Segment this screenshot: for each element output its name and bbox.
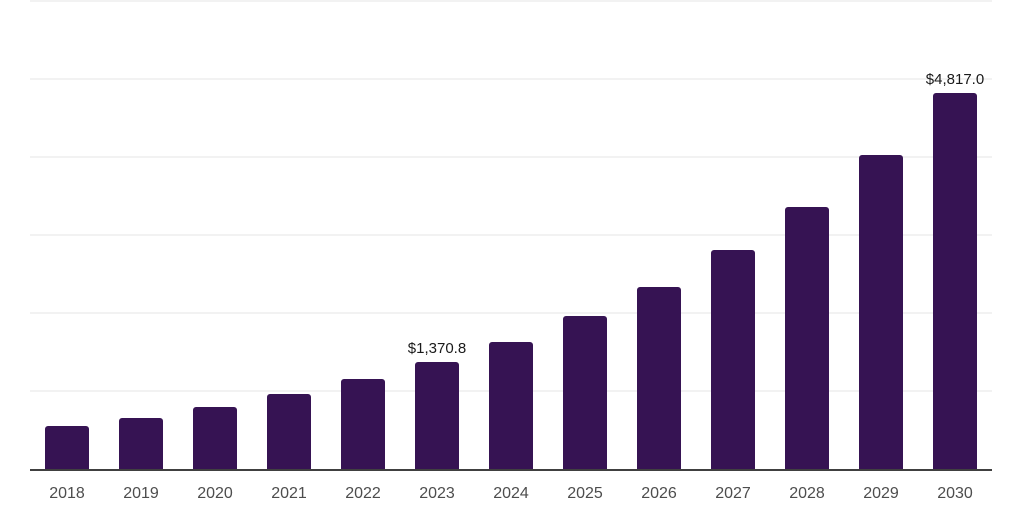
bar-2019[interactable] bbox=[119, 418, 163, 469]
gridline-5000 bbox=[30, 78, 992, 80]
bar-2026[interactable] bbox=[637, 287, 681, 469]
x-tick-label-2023: 2023 bbox=[419, 485, 455, 502]
x-tick-label-2030: 2030 bbox=[937, 485, 973, 502]
x-tick-label-2020: 2020 bbox=[197, 485, 233, 502]
bar-2024[interactable] bbox=[489, 342, 533, 469]
x-axis-line bbox=[30, 469, 992, 471]
data-label-2023: $1,370.8 bbox=[407, 340, 467, 357]
x-tick-label-2021: 2021 bbox=[271, 485, 307, 502]
gridline-2000 bbox=[30, 312, 992, 314]
x-tick-label-2024: 2024 bbox=[493, 485, 529, 502]
gridline-6000 bbox=[30, 0, 992, 2]
x-tick-label-2019: 2019 bbox=[123, 485, 159, 502]
gridline-3000 bbox=[30, 234, 992, 236]
x-tick-label-2025: 2025 bbox=[567, 485, 603, 502]
gridline-4000 bbox=[30, 156, 992, 158]
x-tick-label-2018: 2018 bbox=[49, 485, 85, 502]
x-tick-label-2029: 2029 bbox=[863, 485, 899, 502]
bar-2025[interactable] bbox=[563, 316, 607, 469]
bar-2029[interactable] bbox=[859, 155, 903, 469]
bar-2022[interactable] bbox=[341, 379, 385, 469]
data-label-2030: $4,817.0 bbox=[925, 71, 985, 88]
x-tick-label-2026: 2026 bbox=[641, 485, 677, 502]
bar-2020[interactable] bbox=[193, 407, 237, 469]
bar-2030[interactable] bbox=[933, 93, 977, 469]
bar-2021[interactable] bbox=[267, 394, 311, 469]
bar-2023[interactable] bbox=[415, 362, 459, 469]
bar-2028[interactable] bbox=[785, 207, 829, 469]
x-tick-label-2027: 2027 bbox=[715, 485, 751, 502]
x-tick-label-2028: 2028 bbox=[789, 485, 825, 502]
x-tick-label-2022: 2022 bbox=[345, 485, 381, 502]
bar-2018[interactable] bbox=[45, 426, 89, 469]
bar-2027[interactable] bbox=[711, 250, 755, 469]
